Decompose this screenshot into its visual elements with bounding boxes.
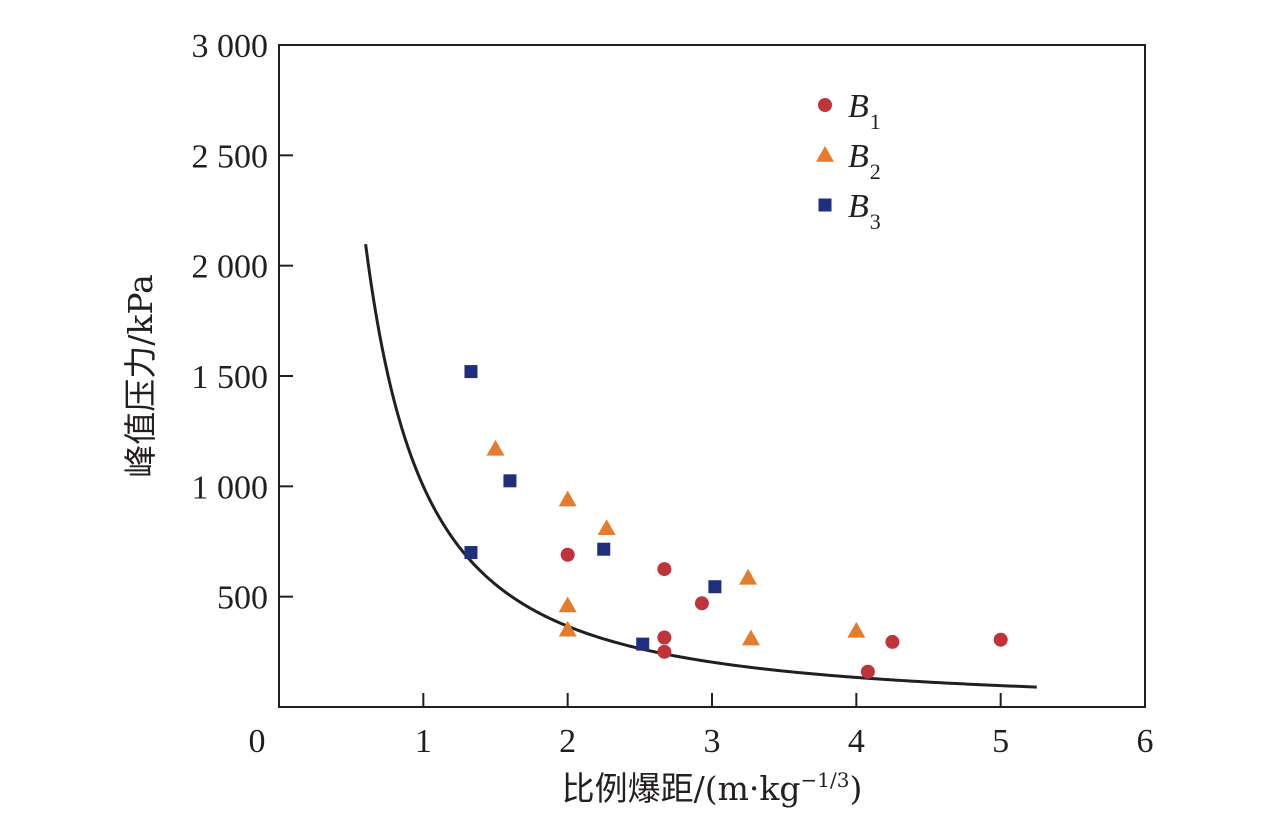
legend-marker-b2 xyxy=(816,146,834,162)
y-tick-label: 500 xyxy=(217,580,268,617)
data-point-b2 xyxy=(597,519,616,536)
x-tick-label: 3 xyxy=(704,723,721,760)
x-tick-label: 2 xyxy=(559,723,576,760)
fit-curve xyxy=(364,243,1037,689)
x-tick-label: 0 xyxy=(249,723,266,760)
data-points xyxy=(464,365,1008,679)
data-point-b2 xyxy=(558,620,577,637)
fit-curve-group xyxy=(364,243,1037,689)
data-point-b1 xyxy=(993,632,1008,647)
y-tick-label: 3 000 xyxy=(192,28,269,65)
data-point-b1 xyxy=(657,562,672,577)
y-tick-label: 2 500 xyxy=(192,138,269,175)
legend-marker-b1 xyxy=(818,98,832,112)
data-point-b1 xyxy=(657,630,672,645)
legend-label: B3 xyxy=(848,188,881,234)
legend-label: B1 xyxy=(848,88,881,134)
data-point-b1 xyxy=(694,596,709,611)
data-point-b2 xyxy=(558,596,577,613)
y-tick-label: 1 000 xyxy=(192,469,269,506)
data-point-b2 xyxy=(847,621,866,638)
legend-marker-b3 xyxy=(818,198,832,212)
data-point-b2 xyxy=(486,439,505,456)
data-point-b3 xyxy=(636,637,650,651)
y-axis-ticks: 500 1 000 1 500 2 000 2 500 3 000 xyxy=(192,28,293,617)
data-point-b2 xyxy=(739,568,758,585)
legend-label: B2 xyxy=(848,138,881,184)
x-tick-label: 4 xyxy=(848,723,865,760)
data-point-b3 xyxy=(708,580,722,594)
data-point-b3 xyxy=(464,365,478,379)
data-point-b1 xyxy=(657,644,672,659)
x-tick-label: 6 xyxy=(1137,723,1154,760)
data-point-b3 xyxy=(464,546,478,560)
data-point-b1 xyxy=(885,634,900,649)
data-point-b3 xyxy=(597,542,611,556)
y-tick-label: 2 000 xyxy=(192,249,269,286)
x-tick-label: 1 xyxy=(415,723,432,760)
y-axis-label: 峰值压力/kPa xyxy=(121,274,160,478)
data-point-b1 xyxy=(560,547,575,562)
x-axis-ticks: 0 1 2 3 4 5 6 xyxy=(249,693,1154,760)
data-point-b2 xyxy=(741,629,760,646)
data-point-b1 xyxy=(860,664,875,679)
data-point-b3 xyxy=(503,474,517,488)
plot-frame xyxy=(278,44,1146,708)
x-tick-label: 5 xyxy=(992,723,1009,760)
x-axis-label: 比例爆距/(m·kg−1/3) xyxy=(562,768,863,808)
y-tick-label: 1 500 xyxy=(192,359,269,396)
data-point-b2 xyxy=(558,490,577,507)
